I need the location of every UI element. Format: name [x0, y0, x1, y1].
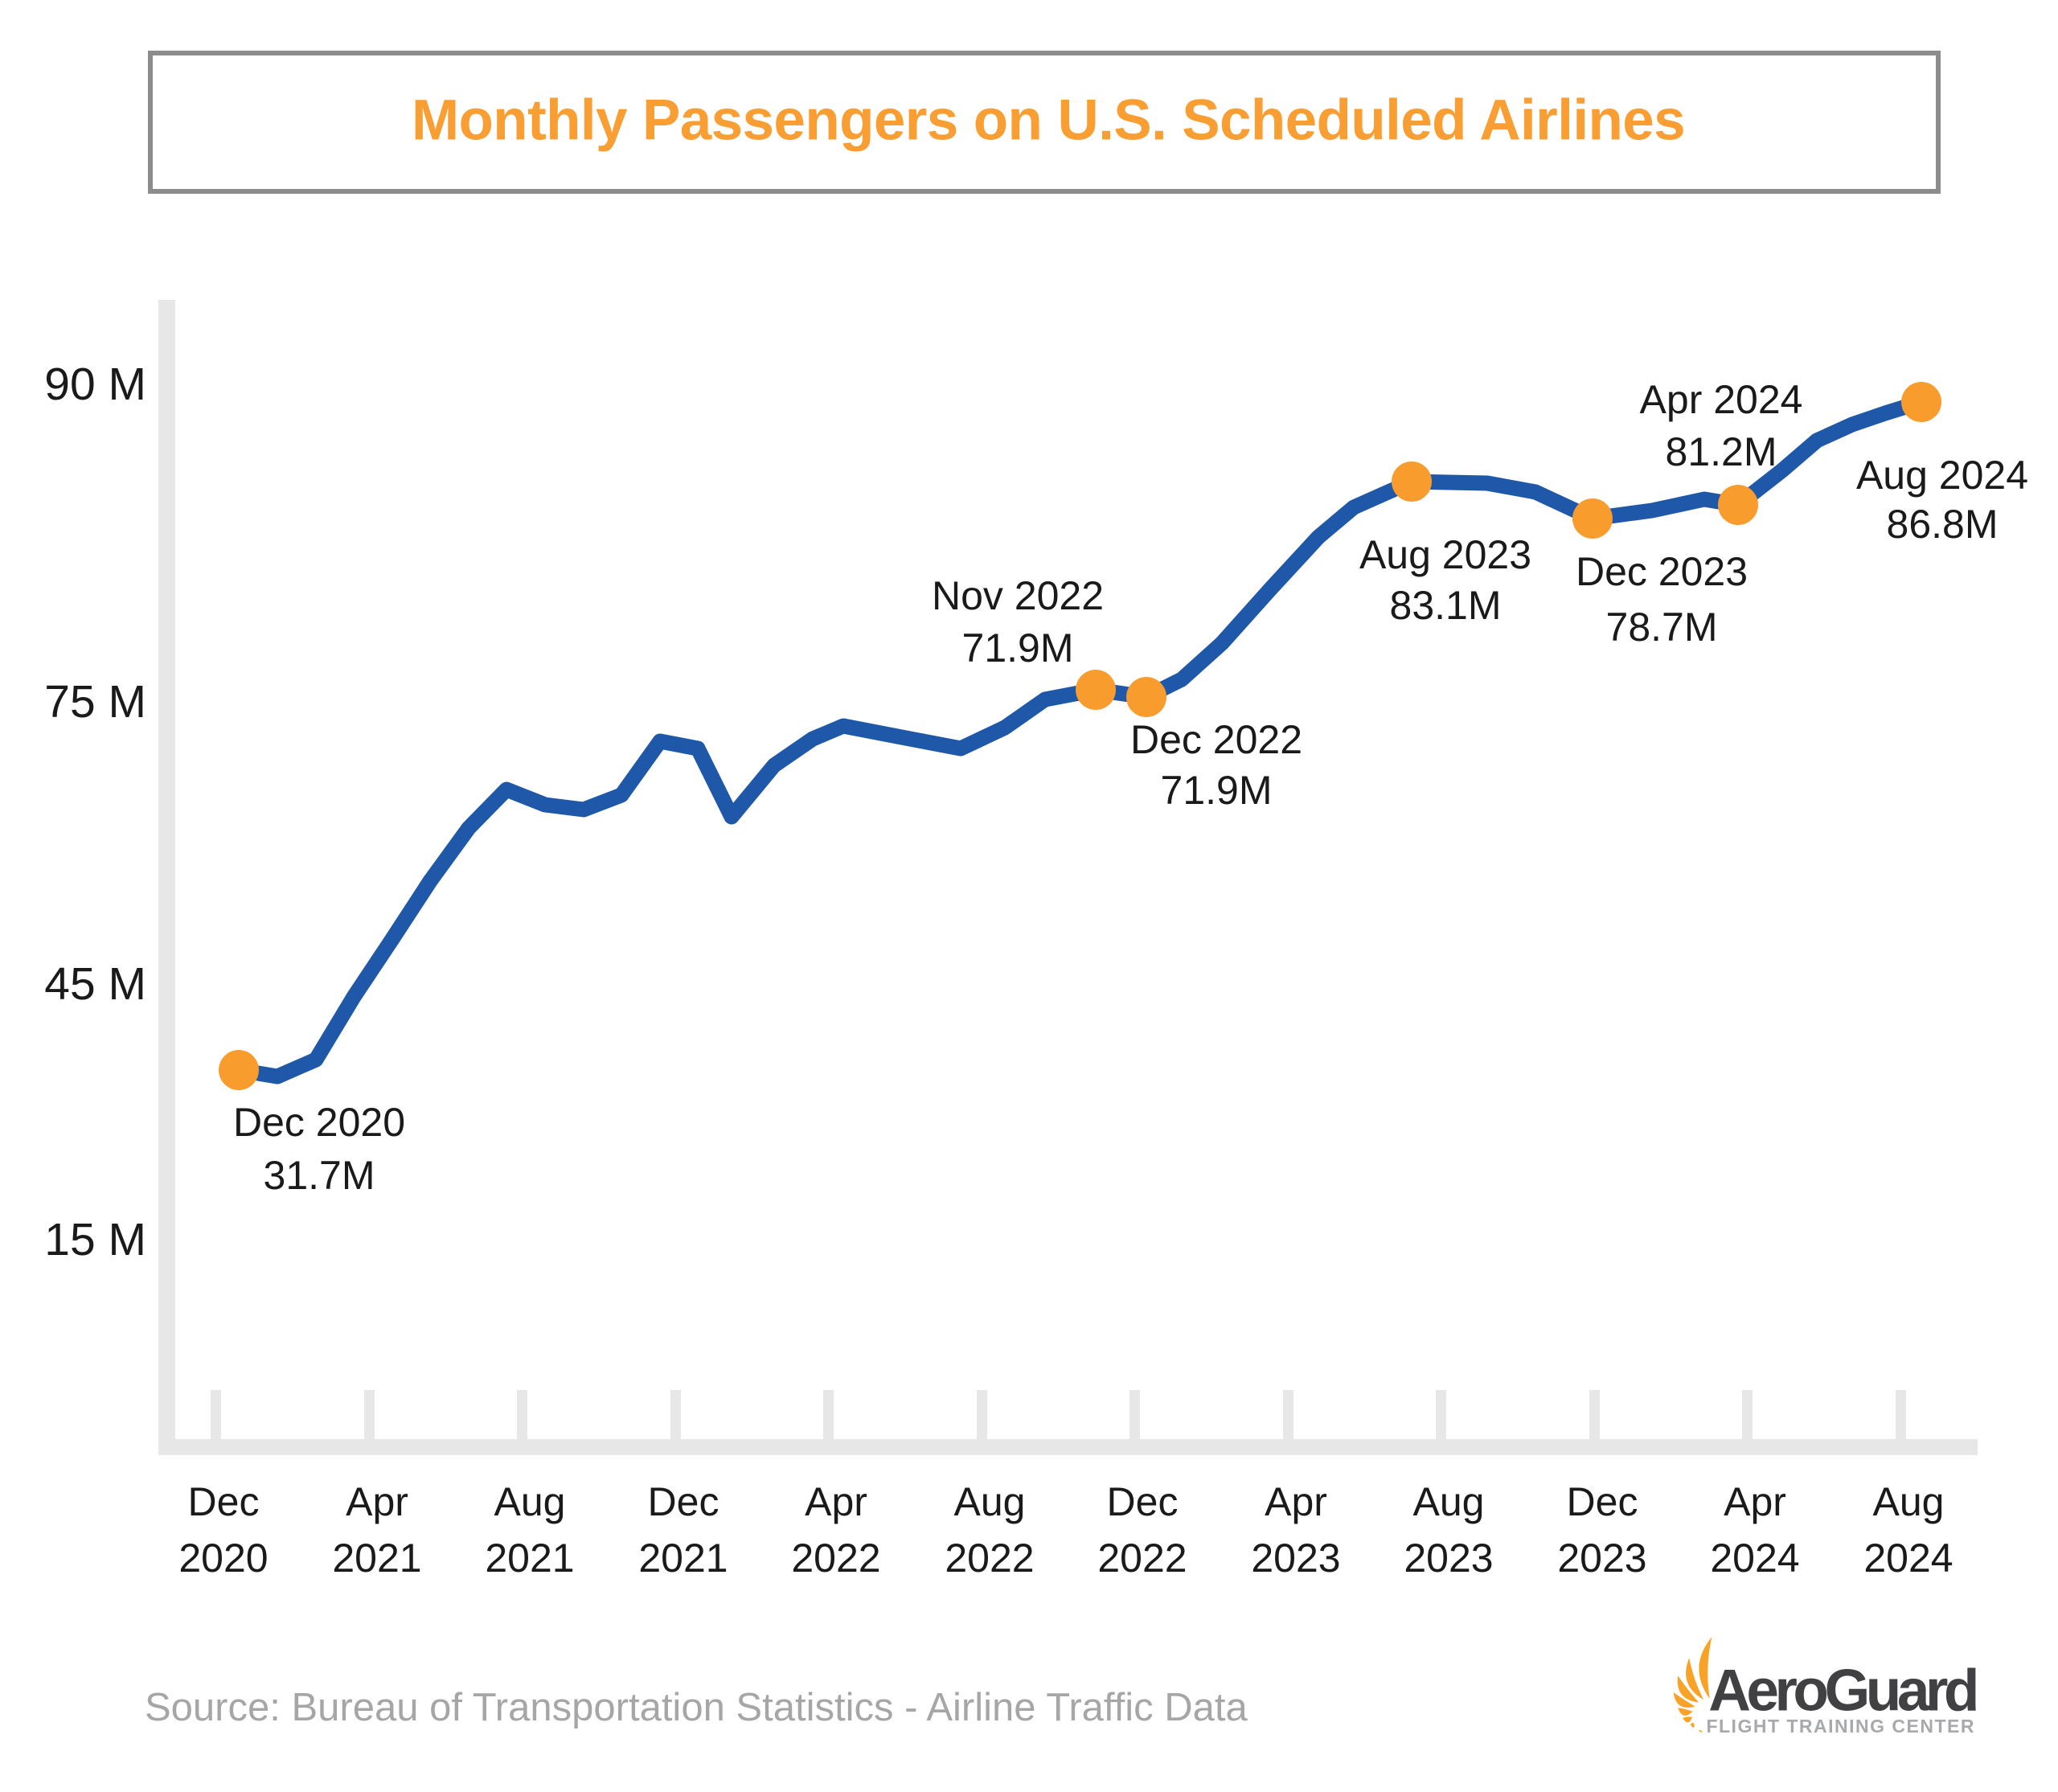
svg-text:2022: 2022: [1097, 1536, 1187, 1581]
svg-text:Apr: Apr: [1724, 1479, 1786, 1524]
svg-text:2022: 2022: [945, 1536, 1034, 1581]
svg-text:Apr: Apr: [346, 1479, 408, 1524]
svg-text:2023: 2023: [1557, 1536, 1646, 1581]
svg-text:Apr 2024: Apr 2024: [1640, 377, 1803, 422]
svg-text:2021: 2021: [485, 1536, 574, 1581]
svg-text:2022: 2022: [791, 1536, 880, 1581]
svg-text:2023: 2023: [1404, 1536, 1493, 1581]
svg-text:Monthly Passengers on U.S. Sch: Monthly Passengers on U.S. Scheduled Air…: [412, 89, 1685, 153]
svg-text:78.7M: 78.7M: [1606, 605, 1718, 650]
svg-text:Dec: Dec: [1107, 1479, 1179, 1524]
svg-text:AeroGuard: AeroGuard: [1708, 1659, 1976, 1724]
svg-text:Dec 2020: Dec 2020: [233, 1100, 405, 1145]
svg-text:2020: 2020: [178, 1536, 268, 1581]
svg-text:15 M: 15 M: [44, 1214, 146, 1265]
svg-text:Source: Bureau of Transportati: Source: Bureau of Transportation Statist…: [145, 1686, 1248, 1729]
svg-text:Apr: Apr: [805, 1479, 867, 1524]
svg-text:45 M: 45 M: [44, 958, 146, 1010]
svg-text:Aug: Aug: [1413, 1479, 1485, 1524]
svg-text:2024: 2024: [1710, 1536, 1799, 1581]
svg-text:Dec: Dec: [1567, 1479, 1638, 1524]
svg-text:83.1M: 83.1M: [1390, 583, 1502, 628]
svg-text:71.9M: 71.9M: [962, 625, 1074, 670]
svg-text:90 M: 90 M: [44, 359, 146, 410]
svg-text:Dec 2022: Dec 2022: [1130, 717, 1302, 762]
svg-text:2023: 2023: [1251, 1536, 1340, 1581]
svg-text:81.2M: 81.2M: [1666, 429, 1777, 474]
svg-text:2024: 2024: [1863, 1536, 1953, 1581]
svg-text:Aug: Aug: [954, 1479, 1026, 1524]
svg-text:Nov 2022: Nov 2022: [932, 573, 1104, 618]
svg-text:Dec: Dec: [188, 1479, 260, 1524]
svg-text:75 M: 75 M: [44, 676, 146, 728]
svg-text:FLIGHT TRAINING CENTER: FLIGHT TRAINING CENTER: [1706, 1716, 1975, 1737]
svg-text:Aug: Aug: [1873, 1479, 1945, 1524]
svg-text:2021: 2021: [332, 1536, 421, 1581]
svg-text:86.8M: 86.8M: [1887, 502, 1999, 547]
svg-text:71.9M: 71.9M: [1161, 768, 1273, 813]
svg-text:Aug 2023: Aug 2023: [1359, 532, 1531, 577]
svg-text:31.7M: 31.7M: [264, 1153, 375, 1198]
svg-text:Dec 2023: Dec 2023: [1576, 549, 1748, 594]
svg-text:Apr: Apr: [1265, 1479, 1327, 1524]
svg-text:Aug: Aug: [494, 1479, 566, 1524]
svg-text:Aug 2024: Aug 2024: [1856, 453, 2028, 498]
svg-text:Dec: Dec: [648, 1479, 719, 1524]
svg-text:2021: 2021: [638, 1536, 728, 1581]
